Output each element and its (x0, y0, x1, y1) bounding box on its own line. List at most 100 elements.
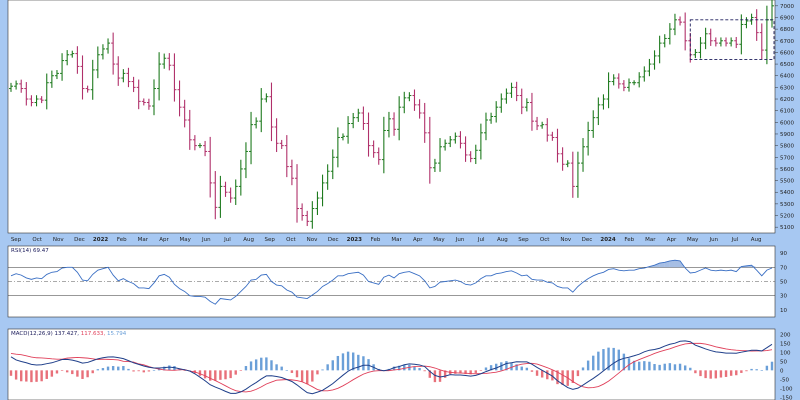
price-tick-label: 6000 (780, 120, 794, 126)
macd-histogram-bar (111, 366, 115, 371)
price-tick-label: 5300 (780, 202, 794, 208)
macd-histogram-bar (91, 370, 94, 374)
macd-histogram-bar (586, 360, 590, 371)
macd-histogram-bar (55, 370, 59, 374)
macd-histogram-bar (265, 357, 268, 371)
macd-histogram-bar (14, 370, 18, 380)
macd-histogram-bar (152, 370, 156, 371)
macd-histogram-bar (735, 370, 738, 376)
macd-pane (7, 328, 776, 400)
macd-histogram-bar (300, 370, 304, 382)
x-tick-label: Nov (53, 237, 64, 243)
macd-tick-label: 50 (780, 359, 787, 365)
macd-histogram-bar (658, 364, 661, 371)
macd-histogram-bar (673, 364, 677, 371)
macd-histogram-bar (234, 370, 237, 375)
macd-histogram-bar (60, 370, 64, 371)
macd-histogram-bar (760, 370, 763, 371)
x-tick-label: Jun (455, 237, 465, 243)
x-tick-label: Aug (497, 237, 508, 243)
price-tick-label: 6800 (780, 27, 794, 33)
price-tick-label: 5600 (780, 167, 794, 173)
macd-histogram-bar (740, 370, 743, 373)
macd-histogram-bar (643, 361, 646, 371)
macd-histogram-bar (35, 370, 38, 382)
macd-histogram-bar (474, 370, 477, 373)
x-tick-label: Nov (560, 237, 571, 243)
macd-histogram-bar (540, 370, 544, 378)
macd-histogram-bar (607, 347, 610, 371)
x-tick-label: Oct (286, 237, 296, 243)
macd-histogram-bar (208, 370, 212, 381)
x-tick-label: Aug (243, 237, 254, 243)
x-tick-label: Dec (74, 237, 85, 243)
x-tick-label: Dec (328, 237, 339, 243)
x-tick-label: Oct (540, 237, 550, 243)
macd-histogram-bar (163, 366, 166, 371)
macd-histogram-bar (719, 370, 723, 378)
x-tick-label: Mar (391, 237, 402, 243)
macd-histogram-bar (30, 370, 33, 383)
macd-histogram-bar (438, 370, 442, 382)
macd-histogram-bar (632, 360, 636, 371)
macd-histogram-bar (270, 360, 273, 371)
x-tick-label: Sep (265, 237, 276, 243)
macd-histogram-bar (275, 364, 278, 371)
rsi-overbought-fill (654, 263, 660, 268)
macd-histogram-bar (96, 369, 100, 371)
macd-histogram-bar (510, 363, 513, 371)
x-tick-label: Oct (32, 237, 42, 243)
macd-histogram-bar (9, 370, 13, 376)
macd-histogram-bar (556, 370, 559, 385)
price-tick-label: 5400 (780, 190, 794, 196)
macd-histogram-bar (101, 368, 105, 371)
macd-histogram-bar (576, 370, 580, 377)
rsi-label-value: 69.47 (33, 248, 49, 254)
macd-histogram-bar (81, 370, 84, 379)
macd-histogram-bar (495, 363, 498, 371)
x-tick-label: Jun (708, 237, 718, 243)
macd-histogram-bar (592, 355, 595, 371)
macd-histogram-bar (147, 370, 151, 372)
macd-histogram-bar (280, 366, 283, 371)
x-tick-label: Apr (667, 237, 677, 243)
macd-histogram-bar (479, 370, 483, 371)
macd-tick-label: 100 (780, 350, 791, 356)
macd-histogram-bar (694, 370, 697, 374)
macd-histogram-bar (581, 367, 585, 371)
macd-histogram-bar (397, 365, 401, 371)
macd-histogram-bar (351, 352, 355, 371)
rsi-overbought-fill (664, 260, 670, 268)
x-tick-label: Apr (159, 237, 169, 243)
macd-histogram-bar (392, 366, 396, 371)
macd-histogram-bar (770, 361, 774, 371)
price-tick-label: 5200 (780, 214, 794, 220)
price-tick-label: 6300 (780, 85, 794, 91)
macd-histogram-bar (336, 355, 340, 371)
macd-histogram-bar (224, 370, 227, 380)
price-tick-label: 6100 (780, 109, 794, 115)
macd-histogram-bar (357, 354, 360, 371)
macd-histogram-bar (362, 356, 365, 371)
rsi-tick-label: 70 (780, 265, 787, 271)
macd-histogram-bar (326, 364, 329, 371)
rsi-line (10, 259, 773, 305)
x-tick-label: Mar (138, 237, 149, 243)
ohlc-bars (9, 0, 774, 229)
x-tick-label: 2022 (93, 237, 108, 243)
x-tick-label: May (433, 237, 445, 243)
macd-histogram-bar (331, 360, 334, 371)
price-tick-label: 6200 (780, 97, 794, 103)
macd-label-part: 137.427, (55, 331, 81, 337)
macd-histogram-bar (561, 370, 564, 386)
macd-histogram-bar (183, 370, 186, 371)
price-tick-label: 6700 (780, 39, 794, 45)
x-tick-label: Jul (477, 237, 485, 243)
macd-histogram-bar (433, 370, 437, 383)
rsi-tick-label: 10 (780, 308, 787, 314)
macd-histogram-bar (65, 370, 69, 373)
x-tick-label: May (687, 237, 699, 243)
macd-tick-label: 0 (780, 368, 784, 374)
macd-histogram-bar (653, 364, 656, 371)
